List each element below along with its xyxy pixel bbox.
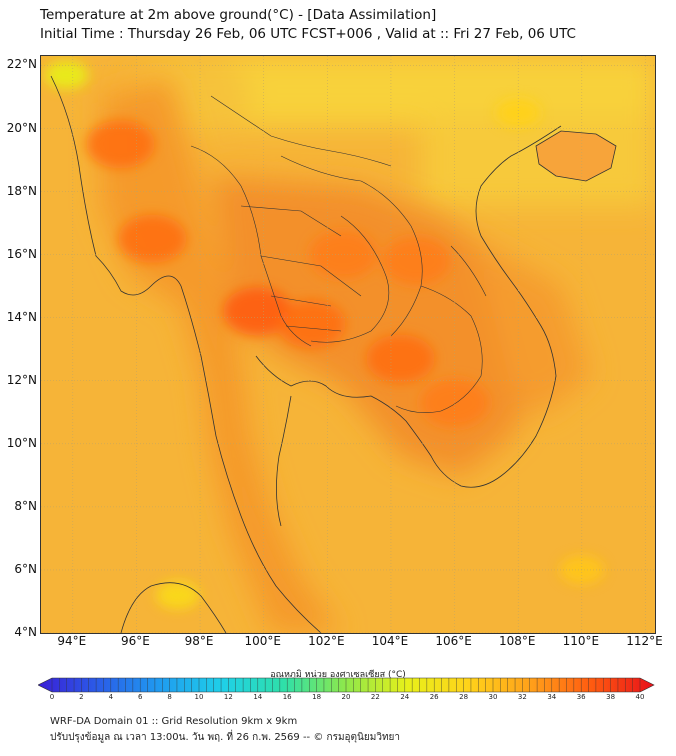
map-canvas (41, 56, 655, 633)
hot-spot (420, 378, 489, 427)
latitude-label: 6°N (14, 561, 37, 576)
colorbar-tick-label: 10 (194, 693, 204, 701)
colorbar-tick-label: 14 (253, 693, 263, 701)
footer-update-info: ปรับปรุงข้อมูล ณ เวลา 13:00น. วัน พฤ. ที… (50, 732, 401, 743)
cool-spot (155, 581, 200, 610)
colorbar-tick-label: 22 (370, 693, 380, 701)
longitude-label: 94°E (57, 634, 87, 648)
longitude-label: 98°E (184, 634, 214, 648)
latitude-label: 22°N (6, 57, 37, 72)
longitude-label: 102°E (308, 634, 345, 648)
hot-spot (86, 120, 155, 169)
map-title: Temperature at 2m above ground(°C) - [Da… (40, 7, 437, 23)
colorbar-tick-label: 0 (49, 693, 55, 701)
longitude-label: 110°E (562, 634, 600, 648)
colorbar-tick-label: 20 (341, 693, 351, 701)
latitude-label: 16°N (6, 246, 37, 261)
cool-spot (44, 60, 89, 89)
colorbar-tick-label: 40 (635, 693, 645, 701)
hainan-island (535, 130, 617, 182)
country-borders (190, 95, 487, 413)
coastlines (50, 75, 562, 633)
longitude-label: 100°E (244, 634, 281, 648)
colorbar-title: อุณหภูมิ หน่วย องศาเซลเซียส (°C) (270, 670, 406, 680)
colorbar-tick-label: 18 (312, 693, 322, 701)
graticule (41, 56, 655, 633)
hot-spot (277, 300, 346, 349)
colorbar (38, 677, 655, 693)
colorbar-tick-label: 28 (459, 693, 469, 701)
hot-spot (118, 214, 187, 263)
colorbar-tick-label: 30 (488, 693, 498, 701)
map-subtitle: Initial Time : Thursday 26 Feb, 06 UTC F… (40, 26, 576, 42)
colorbar-tick-label: 4 (108, 693, 114, 701)
longitude-label: 106°E (435, 634, 472, 648)
hot-spot (223, 287, 292, 336)
hot-spot (309, 230, 378, 279)
latitude-label: 10°N (6, 435, 37, 450)
hot-spot (366, 334, 435, 383)
colorbar-tick-label: 34 (547, 693, 557, 701)
latitude-label: 12°N (6, 372, 37, 387)
colorbar-tick-label: 12 (223, 693, 233, 701)
footer-model-info: WRF-DA Domain 01 :: Grid Resolution 9km … (50, 716, 298, 727)
colorbar-tick-label: 38 (606, 693, 616, 701)
latitude-label: 18°N (6, 183, 37, 198)
latitude-label: 20°N (6, 120, 37, 135)
longitude-label: 112°E (626, 634, 663, 648)
colorbar-tick-label: 16 (282, 693, 292, 701)
colorbar-tick-label: 24 (400, 693, 410, 701)
colorbar-tick-label: 26 (429, 693, 439, 701)
latitude-label: 14°N (6, 309, 37, 324)
latitude-label: 4°N (14, 625, 37, 639)
longitude-label: 104°E (371, 634, 409, 648)
longitude-label: 96°E (121, 634, 150, 648)
cool-spot (496, 98, 541, 127)
colorbar-tick-label: 32 (517, 693, 527, 701)
hot-spots (86, 120, 489, 427)
colorbar-tick-label: 36 (576, 693, 586, 701)
hot-spot (382, 236, 451, 285)
colorbar-tick-label: 6 (137, 693, 143, 701)
latitude-label: 8°N (14, 498, 37, 513)
colorbar-tick-label: 2 (79, 693, 84, 701)
temperature-map (40, 55, 656, 634)
longitude-label: 108°E (498, 634, 536, 648)
colorbar-tick-label: 8 (167, 693, 172, 701)
